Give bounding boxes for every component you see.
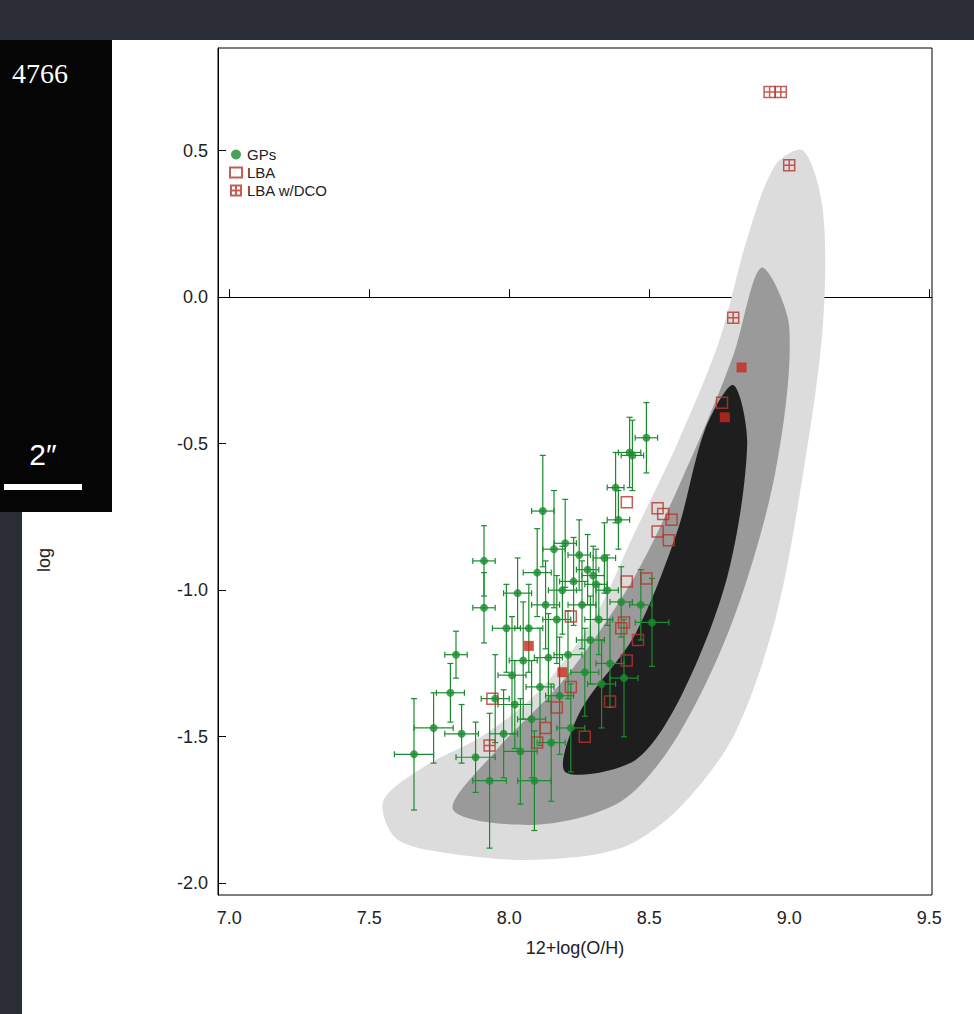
html-text:2″: 2″ [29, 438, 57, 471]
svg-text:LBA: LBA [247, 164, 275, 181]
svg-text:-1.5: -1.5 [177, 727, 208, 747]
svg-text:7.5: 7.5 [357, 908, 382, 928]
svg-text:12+log(O/H): 12+log(O/H) [526, 938, 625, 958]
svg-text:-0.5: -0.5 [177, 434, 208, 454]
svg-text:log: log [34, 548, 54, 572]
svg-text:-1.0: -1.0 [177, 580, 208, 600]
svg-text:LBA w/DCO: LBA w/DCO [247, 182, 327, 199]
svg-text:7.0: 7.0 [217, 908, 242, 928]
svg-text:9.0: 9.0 [777, 908, 802, 928]
svg-text:0.5: 0.5 [183, 141, 208, 161]
svg-text:8.0: 8.0 [497, 908, 522, 928]
svg-text:-2.0: -2.0 [177, 873, 208, 893]
svg-text:9.5: 9.5 [917, 908, 942, 928]
svg-text:0.0: 0.0 [183, 287, 208, 307]
html-text:4766: 4766 [12, 58, 68, 89]
svg-text:GPs: GPs [247, 146, 276, 163]
svg-text:8.5: 8.5 [637, 908, 662, 928]
